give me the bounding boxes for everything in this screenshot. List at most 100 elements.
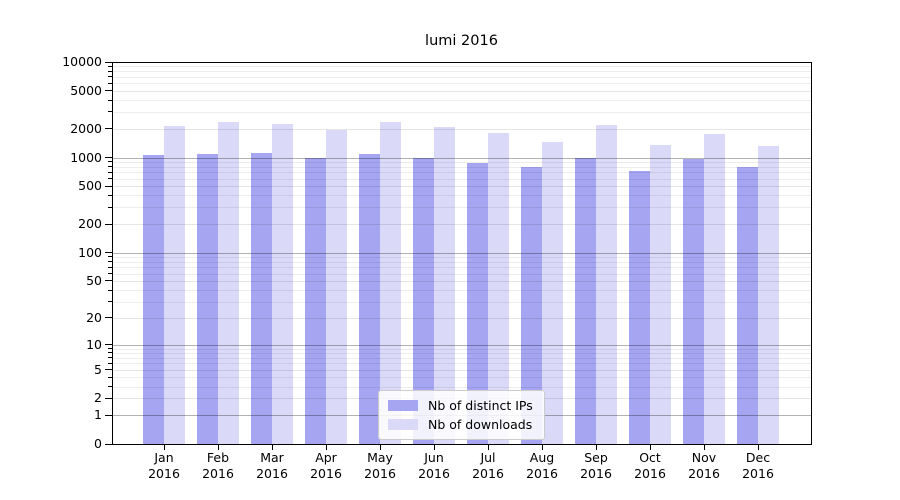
gridline-minor xyxy=(113,357,811,359)
y-tick-minor xyxy=(108,166,112,168)
y-tick-minor xyxy=(108,82,112,84)
bar-distinct-ips-4 xyxy=(359,153,380,444)
y-tick-minor xyxy=(108,206,112,208)
y-tick-minor xyxy=(108,352,112,354)
gridline xyxy=(113,224,811,225)
x-tick xyxy=(380,445,381,450)
y-tick-label: 100 xyxy=(78,244,102,260)
y-tick xyxy=(105,443,112,445)
plot-border xyxy=(112,62,812,445)
bar-distinct-ips-7 xyxy=(521,167,542,444)
y-tick xyxy=(105,157,112,158)
bar-downloads-7 xyxy=(542,142,563,444)
gridline-minor xyxy=(113,386,811,388)
gridline-minor xyxy=(113,256,811,258)
gridline-minor xyxy=(113,66,811,68)
x-tick-label: Dec 2016 xyxy=(742,450,774,481)
gridline-minor xyxy=(113,83,811,85)
y-tick-minor xyxy=(108,357,112,359)
y-tick xyxy=(105,344,112,345)
y-tick xyxy=(105,280,112,282)
y-tick-label: 10000 xyxy=(62,54,102,69)
x-tick-label: May 2016 xyxy=(364,450,396,481)
x-tick-label: Oct 2016 xyxy=(634,450,666,481)
x-tick-label: Aug 2016 xyxy=(526,450,558,481)
gridline xyxy=(113,369,811,371)
y-tick-label: 200 xyxy=(78,216,102,231)
gridline xyxy=(113,186,811,188)
x-tick-label: Jan 2016 xyxy=(148,450,180,481)
x-tick-label: Nov 2016 xyxy=(688,450,720,481)
y-tick-label: 500 xyxy=(78,178,102,194)
bar-distinct-ips-9 xyxy=(629,170,650,444)
y-tick-minor xyxy=(108,362,112,364)
y-tick xyxy=(105,90,112,92)
gridline xyxy=(113,317,811,319)
gridline-minor xyxy=(113,71,811,73)
gridline-minor xyxy=(113,172,811,174)
bar-distinct-ips-11 xyxy=(737,167,758,444)
x-tick xyxy=(272,445,273,450)
gridline-minor xyxy=(113,166,811,168)
gridline-minor xyxy=(113,207,811,209)
gridline xyxy=(113,128,811,130)
x-tick-label: Sep 2016 xyxy=(580,450,612,481)
gridline-minor xyxy=(113,377,811,379)
y-tick-minor xyxy=(108,266,112,268)
bar-downloads-6 xyxy=(488,133,509,444)
x-tick-label: Apr 2016 xyxy=(310,450,342,481)
gridline-minor xyxy=(113,100,811,101)
bar-downloads-5 xyxy=(434,127,455,444)
y-tick-label: 2000 xyxy=(70,120,102,136)
y-tick-minor xyxy=(108,161,112,163)
y-tick xyxy=(105,223,112,225)
y-tick-minor xyxy=(108,171,112,173)
y-tick-minor xyxy=(108,301,112,303)
legend: Nb of distinct IPs Nb of downloads xyxy=(378,390,545,440)
x-tick xyxy=(542,445,543,450)
x-tick xyxy=(704,445,705,450)
y-tick xyxy=(105,317,112,319)
bar-downloads-2 xyxy=(272,123,293,444)
x-tick xyxy=(164,445,165,450)
y-tick-minor xyxy=(108,273,112,274)
bar-downloads-9 xyxy=(650,144,671,444)
y-tick-label: 2 xyxy=(94,390,102,406)
gridline-major xyxy=(113,344,811,346)
y-tick-minor xyxy=(108,289,112,291)
legend-swatch-distinct-ips xyxy=(388,400,418,411)
legend-label-distinct-ips: Nb of distinct IPs xyxy=(428,398,533,413)
legend-label-downloads: Nb of downloads xyxy=(428,417,533,432)
x-tick xyxy=(218,445,219,450)
gridline-minor xyxy=(113,261,811,263)
gridline-minor xyxy=(113,352,811,354)
gridline-minor xyxy=(113,348,811,350)
y-tick-label: 5000 xyxy=(70,82,102,98)
bar-downloads-8 xyxy=(596,124,617,444)
y-tick-minor xyxy=(108,111,112,113)
gridline-minor xyxy=(113,178,811,180)
bar-downloads-0 xyxy=(164,126,185,444)
y-tick xyxy=(105,397,112,399)
gridline-minor xyxy=(113,363,811,365)
bar-downloads-3 xyxy=(326,129,347,444)
bar-distinct-ips-10 xyxy=(683,159,704,444)
y-tick-minor xyxy=(108,99,112,101)
gridline-minor xyxy=(113,161,811,163)
bar-distinct-ips-3 xyxy=(305,157,326,444)
x-tick xyxy=(434,445,435,450)
y-tick-minor xyxy=(108,256,112,258)
gridline xyxy=(113,280,811,282)
x-tick-label: Jul 2016 xyxy=(472,450,504,481)
x-tick xyxy=(650,445,651,450)
y-tick-label: 20 xyxy=(86,309,102,325)
y-tick xyxy=(105,369,112,371)
gridline-minor xyxy=(113,111,811,113)
legend-swatch-downloads xyxy=(388,419,418,430)
y-tick-label: 0 xyxy=(94,436,102,451)
bar-distinct-ips-5 xyxy=(413,157,434,444)
gridline-minor xyxy=(113,273,811,275)
y-tick-label: 1000 xyxy=(70,149,102,165)
y-tick-label: 1 xyxy=(94,407,102,423)
